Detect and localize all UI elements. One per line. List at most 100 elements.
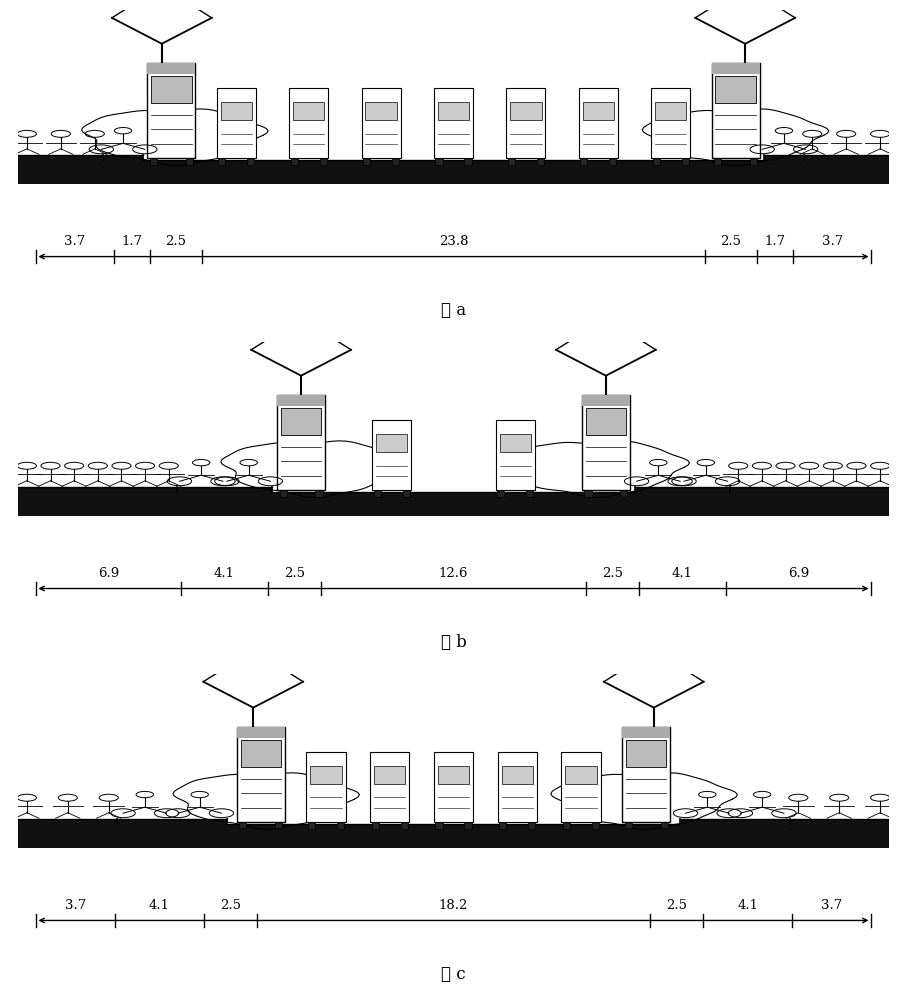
Bar (18, 487, 178, 500)
Text: 18.2: 18.2 (439, 899, 468, 912)
Bar (18, 827, 889, 848)
Bar (178, 487, 272, 500)
Text: 1.7: 1.7 (765, 235, 786, 248)
Bar (370, 752, 409, 822)
Bar (497, 490, 504, 497)
Bar (506, 88, 545, 158)
Bar (366, 102, 396, 120)
Bar (150, 158, 157, 165)
Bar (434, 88, 473, 158)
Bar (148, 63, 195, 74)
Bar (464, 158, 472, 165)
Bar (117, 819, 227, 832)
Bar (307, 752, 346, 822)
Bar (18, 155, 103, 168)
Bar (316, 490, 323, 497)
Bar (372, 822, 379, 829)
Bar (712, 63, 759, 158)
Bar (790, 819, 889, 832)
Bar (438, 102, 469, 120)
Bar (374, 766, 405, 784)
Bar (374, 490, 381, 497)
Bar (610, 158, 617, 165)
Text: 12.6: 12.6 (439, 567, 468, 580)
Bar (363, 158, 370, 165)
Bar (278, 395, 325, 490)
Text: 23.8: 23.8 (439, 235, 468, 248)
Bar (278, 395, 325, 406)
Text: 4.1: 4.1 (214, 567, 235, 580)
Bar (239, 822, 247, 828)
Bar (680, 819, 790, 832)
Text: 1.7: 1.7 (121, 235, 142, 248)
Bar (362, 88, 401, 158)
Text: 2.5: 2.5 (602, 567, 623, 580)
Bar (403, 490, 410, 497)
Bar (219, 158, 225, 165)
Text: 3.7: 3.7 (64, 899, 86, 912)
Bar (227, 824, 680, 841)
Bar (464, 822, 472, 829)
Bar (392, 158, 399, 165)
Bar (561, 752, 600, 822)
Bar (804, 155, 889, 168)
Text: 图 c: 图 c (441, 966, 466, 983)
Bar (434, 752, 473, 822)
Bar (18, 495, 889, 516)
Bar (272, 492, 635, 509)
Bar (620, 490, 628, 497)
Bar (372, 420, 411, 490)
Bar (528, 822, 535, 829)
Bar (622, 727, 670, 738)
Bar (293, 102, 325, 120)
Bar (279, 490, 287, 497)
Text: 2.5: 2.5 (220, 899, 241, 912)
Bar (582, 395, 629, 406)
Bar (626, 740, 667, 767)
Bar (682, 158, 688, 165)
Bar (498, 752, 537, 822)
Bar (151, 76, 191, 103)
Bar (376, 434, 407, 452)
Bar (148, 63, 195, 158)
Bar (653, 158, 659, 165)
Bar (496, 420, 535, 490)
Text: 4.1: 4.1 (737, 899, 758, 912)
Bar (435, 158, 443, 165)
Text: 3.7: 3.7 (821, 899, 843, 912)
Bar (750, 158, 757, 165)
Text: 图 b: 图 b (441, 634, 466, 651)
Bar (290, 158, 297, 165)
Bar (563, 822, 570, 829)
Bar (625, 822, 632, 828)
Bar (579, 88, 618, 158)
Bar (308, 822, 315, 829)
Bar (500, 434, 531, 452)
Text: 2.5: 2.5 (165, 235, 187, 248)
Text: 6.9: 6.9 (788, 567, 809, 580)
Text: 4.1: 4.1 (672, 567, 693, 580)
Text: 2.5: 2.5 (720, 235, 742, 248)
Bar (18, 819, 117, 832)
Bar (337, 822, 344, 829)
Bar (582, 395, 629, 490)
Bar (217, 88, 256, 158)
Bar (584, 490, 591, 497)
Bar (651, 88, 690, 158)
Bar (186, 158, 193, 165)
Bar (712, 63, 759, 74)
Text: 4.1: 4.1 (149, 899, 170, 912)
Bar (655, 102, 687, 120)
Bar (18, 163, 889, 184)
Text: 图 a: 图 a (441, 302, 466, 319)
Text: 2.5: 2.5 (284, 567, 305, 580)
Bar (289, 88, 328, 158)
Bar (319, 158, 327, 165)
Bar (511, 102, 541, 120)
Bar (580, 158, 588, 165)
Bar (310, 766, 342, 784)
Bar (281, 408, 321, 435)
Bar (582, 102, 614, 120)
Bar (635, 487, 729, 500)
Bar (765, 155, 804, 168)
